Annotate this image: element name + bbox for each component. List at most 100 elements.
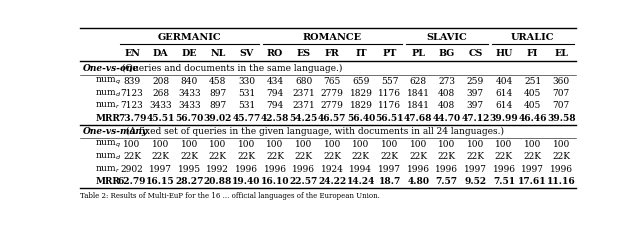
Text: 1996: 1996 <box>292 165 315 174</box>
Text: 62.79: 62.79 <box>118 177 147 186</box>
Text: 100: 100 <box>238 140 255 149</box>
Text: SLAVIC: SLAVIC <box>426 33 467 42</box>
Text: MRR: MRR <box>95 177 120 186</box>
Text: 1996: 1996 <box>235 165 258 174</box>
Text: 100: 100 <box>524 140 541 149</box>
Text: 1997: 1997 <box>521 165 544 174</box>
Text: 100: 100 <box>352 140 369 149</box>
Text: 794: 794 <box>266 89 284 98</box>
Text: num$_q$: num$_q$ <box>95 139 122 150</box>
Text: 56.51: 56.51 <box>375 114 404 123</box>
Text: 22K: 22K <box>323 152 341 161</box>
Text: 7.51: 7.51 <box>493 177 515 186</box>
Text: 4.80: 4.80 <box>407 177 429 186</box>
Text: 45.51: 45.51 <box>147 114 175 123</box>
Text: 1996: 1996 <box>435 165 458 174</box>
Text: One-vs-many: One-vs-many <box>83 127 148 136</box>
Text: 273: 273 <box>438 77 455 86</box>
Text: 22K: 22K <box>152 152 170 161</box>
Text: 16.10: 16.10 <box>261 177 289 186</box>
Text: 7123: 7123 <box>120 101 143 110</box>
Text: 1996: 1996 <box>264 165 287 174</box>
Text: 330: 330 <box>238 77 255 86</box>
Text: 20.88: 20.88 <box>204 177 232 186</box>
Text: 458: 458 <box>209 77 227 86</box>
Text: 56.70: 56.70 <box>175 114 204 123</box>
Text: 46.57: 46.57 <box>318 114 346 123</box>
Text: 100: 100 <box>467 140 484 149</box>
Text: Table 2: Results of Multi-EuP for the 16 ... official languages of the European : Table 2: Results of Multi-EuP for the 16… <box>81 192 380 201</box>
Text: 17.61: 17.61 <box>518 177 547 186</box>
Text: 18.7: 18.7 <box>378 177 401 186</box>
Text: 259: 259 <box>467 77 484 86</box>
Text: 1992: 1992 <box>207 165 229 174</box>
Text: 765: 765 <box>324 77 341 86</box>
Text: 897: 897 <box>209 89 227 98</box>
Text: 897: 897 <box>209 101 227 110</box>
Text: 208: 208 <box>152 77 169 86</box>
Text: 16.15: 16.15 <box>147 177 175 186</box>
Text: FI: FI <box>527 49 538 58</box>
Text: 22K: 22K <box>352 152 370 161</box>
Text: 22.57: 22.57 <box>289 177 318 186</box>
Text: 22K: 22K <box>123 152 141 161</box>
Text: num$_r$: num$_r$ <box>95 101 120 111</box>
Text: 9.52: 9.52 <box>464 177 486 186</box>
Text: 45.77: 45.77 <box>232 114 260 123</box>
Text: 268: 268 <box>152 89 169 98</box>
Text: 22K: 22K <box>294 152 313 161</box>
Text: 360: 360 <box>552 77 570 86</box>
Text: ROMANCE: ROMANCE <box>303 33 362 42</box>
Text: 557: 557 <box>381 77 398 86</box>
Text: 531: 531 <box>238 89 255 98</box>
Text: 56.40: 56.40 <box>347 114 375 123</box>
Text: 3433: 3433 <box>178 89 200 98</box>
Text: MRR: MRR <box>95 114 120 123</box>
Text: 100: 100 <box>438 140 456 149</box>
Text: BG: BG <box>438 49 455 58</box>
Text: DE: DE <box>182 49 197 58</box>
Text: 7123: 7123 <box>120 89 143 98</box>
Text: 39.58: 39.58 <box>547 114 575 123</box>
Text: 1841: 1841 <box>406 101 429 110</box>
Text: 42.58: 42.58 <box>261 114 289 123</box>
Text: CS: CS <box>468 49 483 58</box>
Text: 840: 840 <box>180 77 198 86</box>
Text: 794: 794 <box>266 101 284 110</box>
Text: HU: HU <box>495 49 513 58</box>
Text: 11.16: 11.16 <box>547 177 575 186</box>
Text: 1997: 1997 <box>378 165 401 174</box>
Text: DA: DA <box>153 49 168 58</box>
Text: 1997: 1997 <box>464 165 487 174</box>
Text: 100: 100 <box>324 140 341 149</box>
Text: URALIC: URALIC <box>511 33 554 42</box>
Text: 614: 614 <box>495 101 513 110</box>
Text: SV: SV <box>239 49 253 58</box>
Text: 100: 100 <box>152 140 169 149</box>
Text: 100: 100 <box>180 140 198 149</box>
Text: 680: 680 <box>295 77 312 86</box>
Text: 22K: 22K <box>495 152 513 161</box>
Text: 2779: 2779 <box>321 101 344 110</box>
Text: EN: EN <box>124 49 140 58</box>
Text: 251: 251 <box>524 77 541 86</box>
Text: 659: 659 <box>352 77 369 86</box>
Text: 100: 100 <box>295 140 312 149</box>
Text: 22K: 22K <box>552 152 570 161</box>
Text: 2371: 2371 <box>292 89 315 98</box>
Text: 2779: 2779 <box>321 89 344 98</box>
Text: 1995: 1995 <box>178 165 201 174</box>
Text: IT: IT <box>355 49 367 58</box>
Text: 100: 100 <box>410 140 427 149</box>
Text: 405: 405 <box>524 101 541 110</box>
Text: 22K: 22K <box>524 152 541 161</box>
Text: 1994: 1994 <box>349 165 372 174</box>
Text: 404: 404 <box>495 77 513 86</box>
Text: 1996: 1996 <box>550 165 573 174</box>
Text: 2902: 2902 <box>120 165 143 174</box>
Text: 73.79: 73.79 <box>118 114 147 123</box>
Text: 100: 100 <box>124 140 141 149</box>
Text: 22K: 22K <box>467 152 484 161</box>
Text: 44.70: 44.70 <box>433 114 461 123</box>
Text: (A fixed set of queries in the given language, with documents in all 24 language: (A fixed set of queries in the given lan… <box>123 127 504 136</box>
